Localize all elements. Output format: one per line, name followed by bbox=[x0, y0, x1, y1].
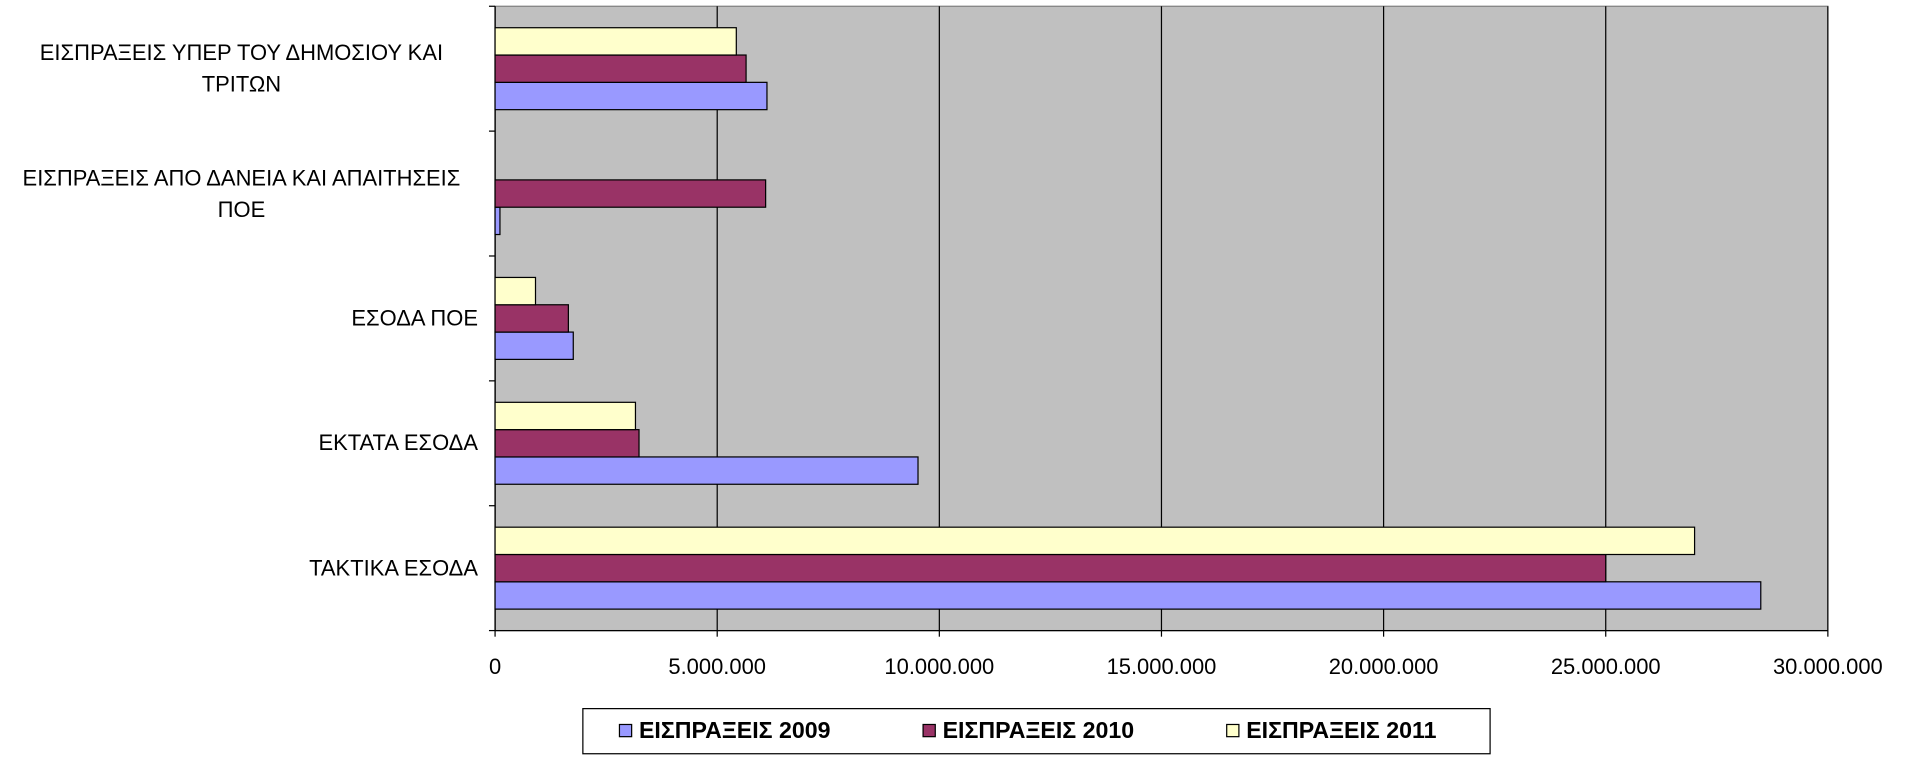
legend-label: ΕΙΣΠΡΑΞΕΙΣ 2009 bbox=[639, 717, 831, 743]
y-tick-label-box: ΕΙΣΠΡΑΞΕΙΣ ΥΠΕΡ ΤΟΥ ΔΗΜΟΣΙΟΥ ΚΑΙ ΤΡΙΤΩΝ bbox=[0, 20, 478, 118]
y-tick-label-wrap: ΕΣΟΔΑ ΠΟΕ bbox=[0, 270, 478, 368]
y-tick-label-box: ΕΙΣΠΡΑΞΕΙΣ ΑΠΟ ΔΑΝΕΙΑ ΚΑΙ ΑΠΑΙΤΗΣΕΙΣ ΠΟΕ bbox=[0, 145, 478, 243]
legend-label: ΕΙΣΠΡΑΞΕΙΣ 2010 bbox=[943, 717, 1135, 743]
bar bbox=[494, 304, 569, 333]
bar bbox=[494, 27, 737, 56]
legend-swatch bbox=[1226, 723, 1240, 738]
bar bbox=[494, 54, 747, 83]
bar bbox=[494, 276, 537, 306]
y-tick-label: ΤΑΚΤΙΚΑ ΕΣΟΔΑ bbox=[309, 555, 478, 581]
y-tick-label-box: ΕΚΤΑΤΑ ΕΣΟΔΑ bbox=[0, 394, 478, 492]
legend-box bbox=[582, 708, 1491, 755]
bar bbox=[494, 179, 767, 208]
bar bbox=[494, 331, 574, 361]
y-tick-label-box: ΕΣΟΔΑ ΠΟΕ bbox=[0, 270, 478, 368]
bar bbox=[494, 429, 640, 458]
bar bbox=[494, 401, 637, 431]
legend: ΕΙΣΠΡΑΞΕΙΣ 2009 ΕΙΣΠΡΑΞΕΙΣ 2010 ΕΙΣΠΡΑΞΕΙΣ… bbox=[582, 708, 1491, 755]
y-tick-label-wrap: ΕΙΣΠΡΑΞΕΙΣ ΥΠΕΡ ΤΟΥ ΔΗΜΟΣΙΟΥ ΚΑΙ ΤΡΙΤΩΝ bbox=[0, 20, 478, 118]
bar bbox=[494, 456, 919, 485]
bar bbox=[494, 526, 1696, 556]
y-tick-label: ΕΣΟΔΑ ΠΟΕ bbox=[351, 306, 478, 331]
legend-label: ΕΙΣΠΡΑΞΕΙΣ 2011 bbox=[1246, 717, 1436, 743]
y-tick-label: ΕΙΣΠΡΑΞΕΙΣ ΑΠΟ ΔΑΝΕΙΑ ΚΑΙ ΑΠΑΙΤΗΣΕΙΣ ΠΟΕ bbox=[22, 165, 461, 222]
x-tick-label: 0 bbox=[489, 654, 501, 679]
y-tick-label-wrap: ΤΑΚΤΙΚΑ ΕΣΟΔΑ bbox=[0, 519, 478, 617]
legend-swatch bbox=[922, 723, 936, 738]
bar bbox=[494, 553, 1607, 583]
x-tick-label: 25.000.000 bbox=[1551, 654, 1661, 679]
y-tick-label: ΕΙΣΠΡΑΞΕΙΣ ΥΠΕΡ ΤΟΥ ΔΗΜΟΣΙΟΥ ΚΑΙ ΤΡΙΤΩΝ bbox=[39, 40, 444, 97]
x-tick-label: 10.000.000 bbox=[884, 654, 994, 679]
y-tick-label: ΕΚΤΑΤΑ ΕΣΟΔΑ bbox=[318, 431, 478, 456]
x-tick-label: 5.000.000 bbox=[668, 654, 766, 679]
x-tick-label: 20.000.000 bbox=[1329, 654, 1439, 679]
y-tick-label-box: ΤΑΚΤΙΚΑ ΕΣΟΔΑ bbox=[0, 519, 478, 617]
y-tick-label-wrap: ΕΙΣΠΡΑΞΕΙΣ ΑΠΟ ΔΑΝΕΙΑ ΚΑΙ ΑΠΑΙΤΗΣΕΙΣ ΠΟΕ bbox=[0, 145, 478, 243]
bar bbox=[494, 206, 501, 236]
bar bbox=[494, 581, 1762, 610]
x-tick-label: 15.000.000 bbox=[1107, 654, 1217, 679]
bar bbox=[494, 81, 768, 111]
x-tick-label: 30.000.000 bbox=[1773, 654, 1883, 679]
y-tick-label-wrap: ΕΚΤΑΤΑ ΕΣΟΔΑ bbox=[0, 394, 478, 492]
legend-swatch bbox=[618, 723, 633, 738]
